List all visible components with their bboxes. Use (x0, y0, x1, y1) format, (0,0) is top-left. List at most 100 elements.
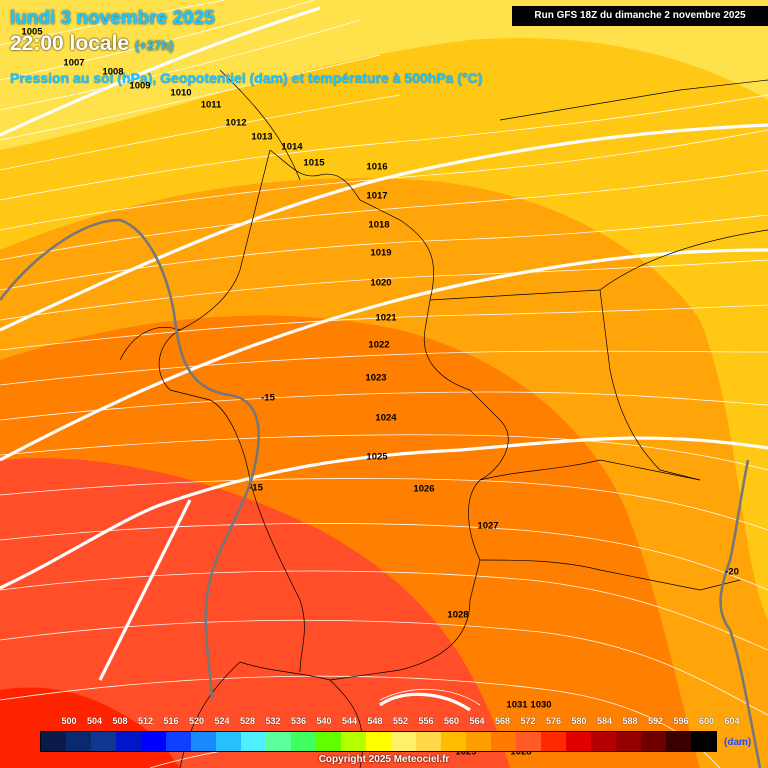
legend-tick-label: 592 (647, 716, 664, 726)
legend-tick-label: 540 (316, 716, 332, 726)
legend-swatch (216, 732, 241, 751)
legend-swatch (166, 732, 191, 751)
temperature-label: -20 (725, 566, 739, 578)
legend-tick-label: 576 (545, 716, 562, 726)
legend-swatch (441, 732, 466, 751)
isobar-label: 1025 (366, 451, 388, 463)
legend-swatch (241, 732, 266, 751)
legend-tick-label: 512 (137, 716, 154, 726)
isobar-label: 1030 (530, 699, 552, 711)
legend-tick-label: 556 (418, 716, 434, 726)
legend-swatch (391, 732, 416, 751)
legend-tick-label: 536 (290, 716, 307, 726)
band-572 (0, 458, 510, 768)
legend-swatch (691, 732, 716, 751)
isobar-label: 1013 (251, 131, 273, 143)
isobar-label: 1019 (370, 247, 392, 259)
legend-swatch (591, 732, 616, 751)
isobar-label: 1023 (365, 372, 387, 384)
isobar-label: 1029 (455, 746, 477, 758)
isobar-label: 1027 (477, 520, 499, 532)
legend-swatch (266, 732, 291, 751)
legend-swatch (291, 732, 316, 751)
legend-tick-label: 584 (596, 716, 613, 726)
legend-tick-label: 524 (214, 716, 230, 726)
legend-unit: (dam) (724, 737, 752, 748)
isobar-label: 1018 (368, 219, 390, 231)
legend-tick-label: 532 (265, 716, 281, 726)
isotherms (0, 218, 762, 768)
legend-tick-label: 560 (443, 716, 460, 726)
legend-tick-label: 516 (163, 716, 179, 726)
legend-tick-label: 544 (341, 716, 358, 726)
legend-swatch (191, 732, 216, 751)
legend-swatch (41, 732, 66, 751)
legend-swatch (91, 732, 116, 751)
forecast-offset: (+27h) (134, 38, 174, 53)
isobar-label: 1011 (200, 99, 222, 111)
isobar-label: 1009 (129, 80, 151, 92)
isobar-label: 1028 (447, 609, 469, 621)
legend-swatch (416, 732, 441, 751)
isobar-label: 1021 (375, 312, 397, 324)
legend-tick-label: 600 (698, 716, 715, 726)
legend-tick-label: 508 (112, 716, 128, 726)
temperature-label: -15 (261, 392, 275, 404)
legend-tick-label: 596 (673, 716, 689, 726)
run-info-banner: Run GFS 18Z du dimanche 2 novembre 2025 (512, 6, 768, 26)
copyright: Copyright 2025 Meteociel.fr (318, 754, 450, 765)
legend-tick-label: 564 (469, 716, 485, 726)
legend-tick-label: 604 (724, 716, 740, 726)
forecast-time-text: 22:00 locale (10, 32, 130, 55)
map-subtitle: Pression au sol (hPa), Geopotentiel (dam… (10, 70, 483, 86)
legend-tick-label: 548 (367, 716, 383, 726)
legend-swatch (491, 732, 516, 751)
isobar-label: 1014 (281, 141, 303, 153)
legend-swatch (366, 732, 391, 751)
legend-tick-label: 500 (61, 716, 77, 726)
legend-tick-label: 528 (239, 716, 256, 726)
isobar-label: 1028 (510, 746, 532, 758)
legend-tick-label: 568 (494, 716, 511, 726)
legend-tick-label: 588 (622, 716, 638, 726)
legend-swatch (616, 732, 641, 751)
isobar-label: 1005 (21, 26, 43, 38)
legend-swatch (641, 732, 666, 751)
isobar-label: 1022 (368, 339, 390, 351)
country-borders (119, 69, 768, 768)
isobar-label: 1026 (413, 483, 435, 495)
forecast-time: 22:00 locale (+27h) (10, 32, 174, 56)
legend-swatch (66, 732, 91, 751)
geopotential-lines (0, 6, 768, 712)
legend-swatch (116, 732, 141, 751)
legend-swatch (341, 732, 366, 751)
isobar-label: 1020 (370, 277, 392, 289)
legend-swatch (141, 732, 166, 751)
legend-tick-label: 552 (392, 716, 409, 726)
legend-swatch (566, 732, 591, 751)
legend-tick-label: 504 (86, 716, 103, 726)
legend-swatch (516, 732, 541, 751)
isobar-label: 1016 (366, 161, 388, 173)
isobar-label: 1017 (366, 190, 388, 202)
isobar-label: 1012 (225, 117, 247, 129)
color-legend (40, 731, 717, 752)
isobar-label: 1031 (506, 699, 528, 711)
legend-swatch (316, 732, 341, 751)
legend-tick-label: 572 (520, 716, 536, 726)
isobar-label: 1015 (303, 157, 325, 169)
legend-swatch (541, 732, 566, 751)
temperature-label: -15 (249, 482, 263, 494)
legend-swatch (466, 732, 491, 751)
legend-tick-label: 580 (571, 716, 587, 726)
legend-swatch (666, 732, 691, 751)
isobar-label: 1007 (63, 57, 85, 69)
legend-tick-label: 520 (188, 716, 205, 726)
isobar-label: 1008 (102, 66, 124, 78)
isobar-label: 1010 (170, 87, 192, 99)
isobar-label: 1024 (375, 412, 397, 424)
forecast-date: lundi 3 novembre 2025 (10, 8, 215, 29)
